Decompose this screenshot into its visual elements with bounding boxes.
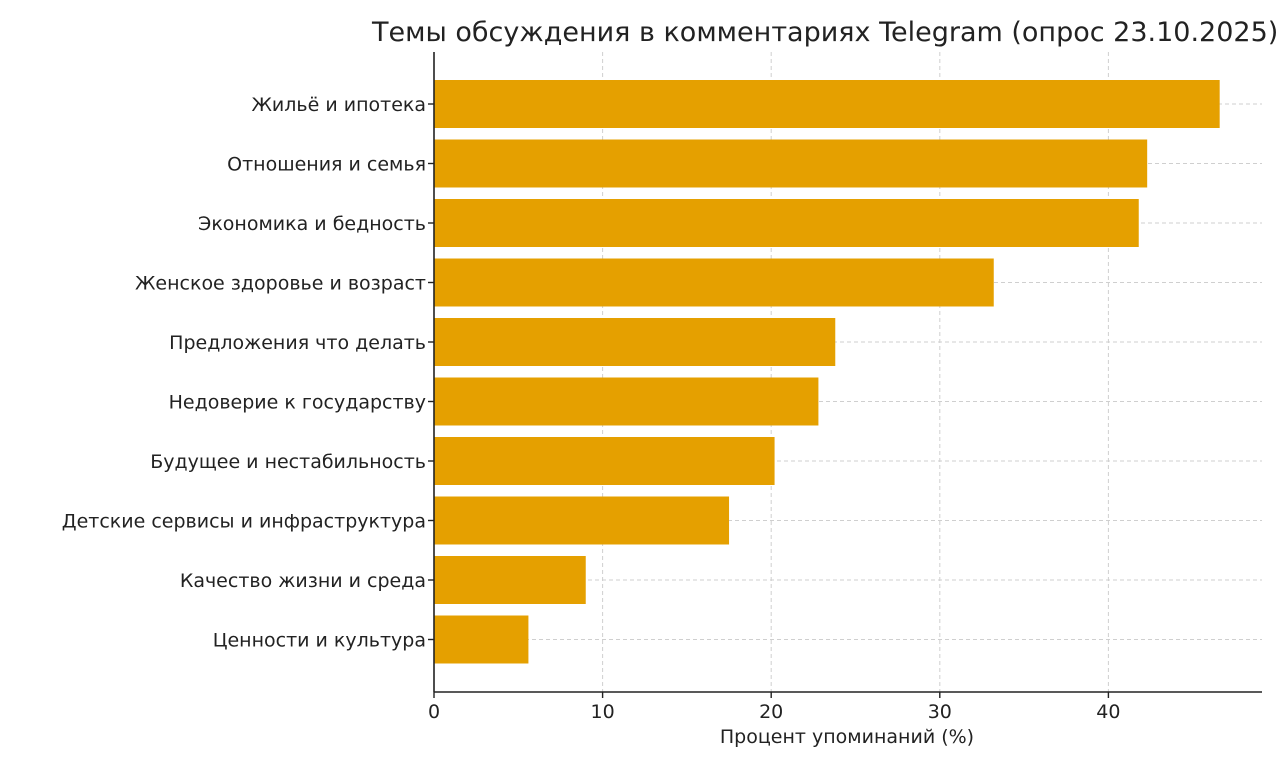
category-label: Жильё и ипотека (251, 94, 426, 116)
category-label: Ценности и культура (213, 630, 426, 652)
bar (434, 437, 775, 485)
category-labels: Жильё и ипотека Отношения и семья Экономик… (62, 94, 434, 652)
category-label: Недоверие к государству (169, 392, 426, 414)
bar (434, 377, 819, 426)
chart-title: Темы обсуждения в комментариях Telegram … (371, 17, 1278, 48)
category-label: Предложения что делать (169, 332, 426, 354)
bar (434, 556, 586, 604)
category-label: Отношения и семья (227, 154, 426, 176)
x-tick-label: 20 (759, 701, 783, 723)
category-label: Детские сервисы и инфраструктура (62, 511, 426, 533)
category-label: Женское здоровье и возраст (135, 273, 426, 295)
category-label: Качество жизни и среда (180, 570, 426, 592)
x-tick-label: 0 (428, 701, 440, 723)
x-tick-label: 10 (591, 701, 615, 723)
bar (434, 199, 1139, 247)
x-tick-labels: 0 10 20 30 40 (428, 692, 1120, 723)
bar (434, 80, 1220, 128)
bars (434, 80, 1220, 664)
category-label: Экономика и бедность (198, 213, 426, 235)
x-tick-label: 30 (928, 701, 952, 723)
bar (434, 258, 994, 307)
category-label: Будущее и нестабильность (150, 451, 426, 473)
bar (434, 496, 730, 545)
bar (434, 615, 529, 664)
bar (434, 139, 1148, 188)
x-axis-label: Процент упоминаний (%) (720, 726, 974, 748)
x-tick-label: 40 (1096, 701, 1120, 723)
bar (434, 318, 836, 366)
